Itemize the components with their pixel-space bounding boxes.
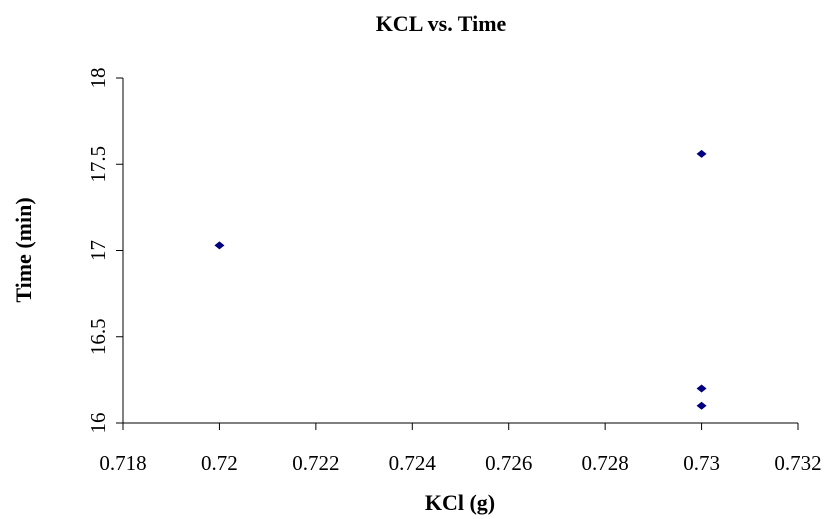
x-tick-label: 0.73 [683, 451, 720, 475]
x-tick-label: 0.72 [201, 451, 238, 475]
y-tick-label: 16 [86, 413, 110, 434]
y-tick-label: 17.5 [86, 146, 110, 183]
x-axis-label: KCl (g) [425, 490, 495, 515]
x-tick-label: 0.726 [485, 451, 532, 475]
point [214, 241, 225, 250]
y-tick-label: 16.5 [86, 318, 110, 355]
x-tick-label: 0.722 [292, 451, 339, 475]
y-tick-label: 18 [86, 68, 110, 89]
point [696, 401, 707, 410]
x-tick-label: 0.728 [582, 451, 629, 475]
y-tick-label: 17 [86, 240, 110, 261]
point [696, 149, 707, 158]
x-tick-label: 0.732 [774, 451, 821, 475]
chart-title: KCL vs. Time [376, 11, 507, 36]
y-axis-label: Time (min) [11, 197, 36, 302]
point [696, 384, 707, 393]
x-tick-label: 0.718 [99, 451, 146, 475]
x-tick-label: 0.724 [389, 451, 437, 475]
